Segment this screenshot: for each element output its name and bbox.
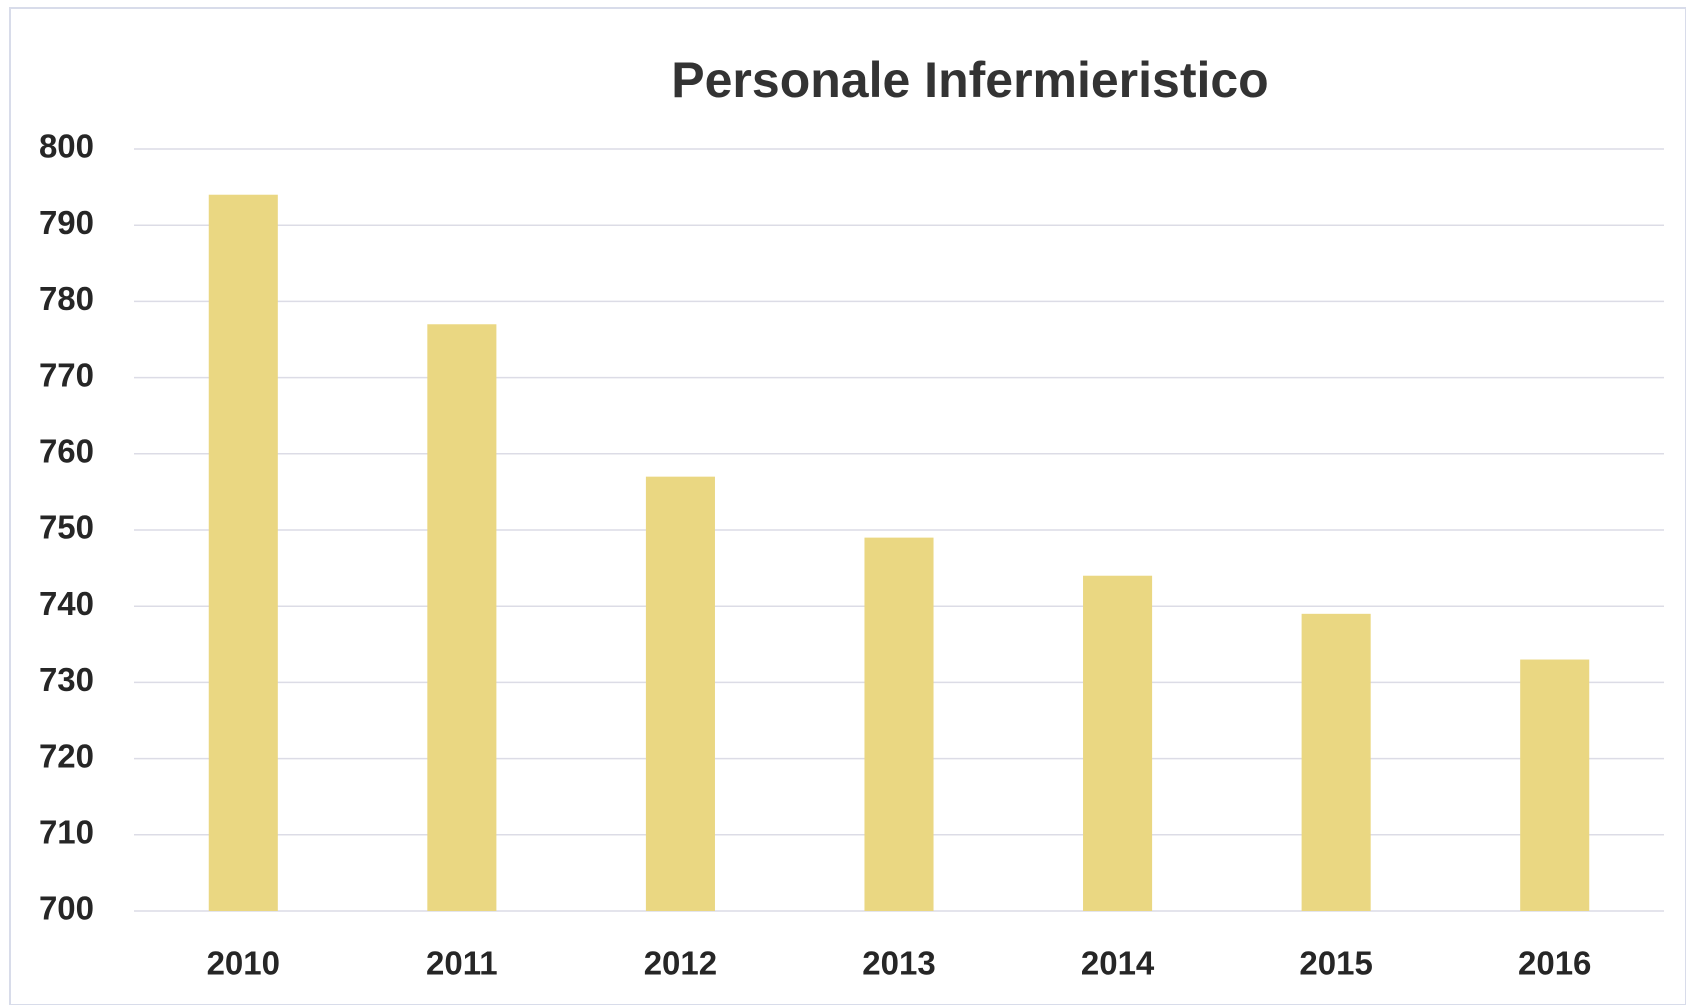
chart-frame [9,7,1686,1005]
y-tick-label: 700 [39,890,94,927]
chart-title: Personale Infermieristico [671,52,1268,108]
y-tick-label: 770 [39,356,94,393]
x-tick-label: 2013 [862,945,935,982]
x-tick-label: 2012 [644,945,717,982]
y-tick-label: 780 [39,280,94,317]
bar [864,537,934,911]
bar [645,476,715,911]
x-tick-label: 2015 [1299,945,1372,982]
y-tick-label: 800 [39,128,94,165]
bar [1083,575,1153,911]
bar [208,194,278,912]
y-tick-label: 730 [39,661,94,698]
bar [1520,659,1590,911]
y-tick-label: 740 [39,585,94,622]
bar [1301,613,1371,911]
x-tick-label: 2010 [207,945,280,982]
x-tick-label: 2014 [1081,945,1155,982]
y-tick-label: 750 [39,509,94,546]
y-tick-label: 790 [39,204,94,241]
bar [427,324,497,911]
y-tick-label: 710 [39,814,94,851]
y-tick-label: 760 [39,433,94,470]
x-tick-label: 2011 [426,945,498,982]
x-tick-label: 2016 [1518,945,1591,982]
y-tick-label: 720 [39,737,94,774]
